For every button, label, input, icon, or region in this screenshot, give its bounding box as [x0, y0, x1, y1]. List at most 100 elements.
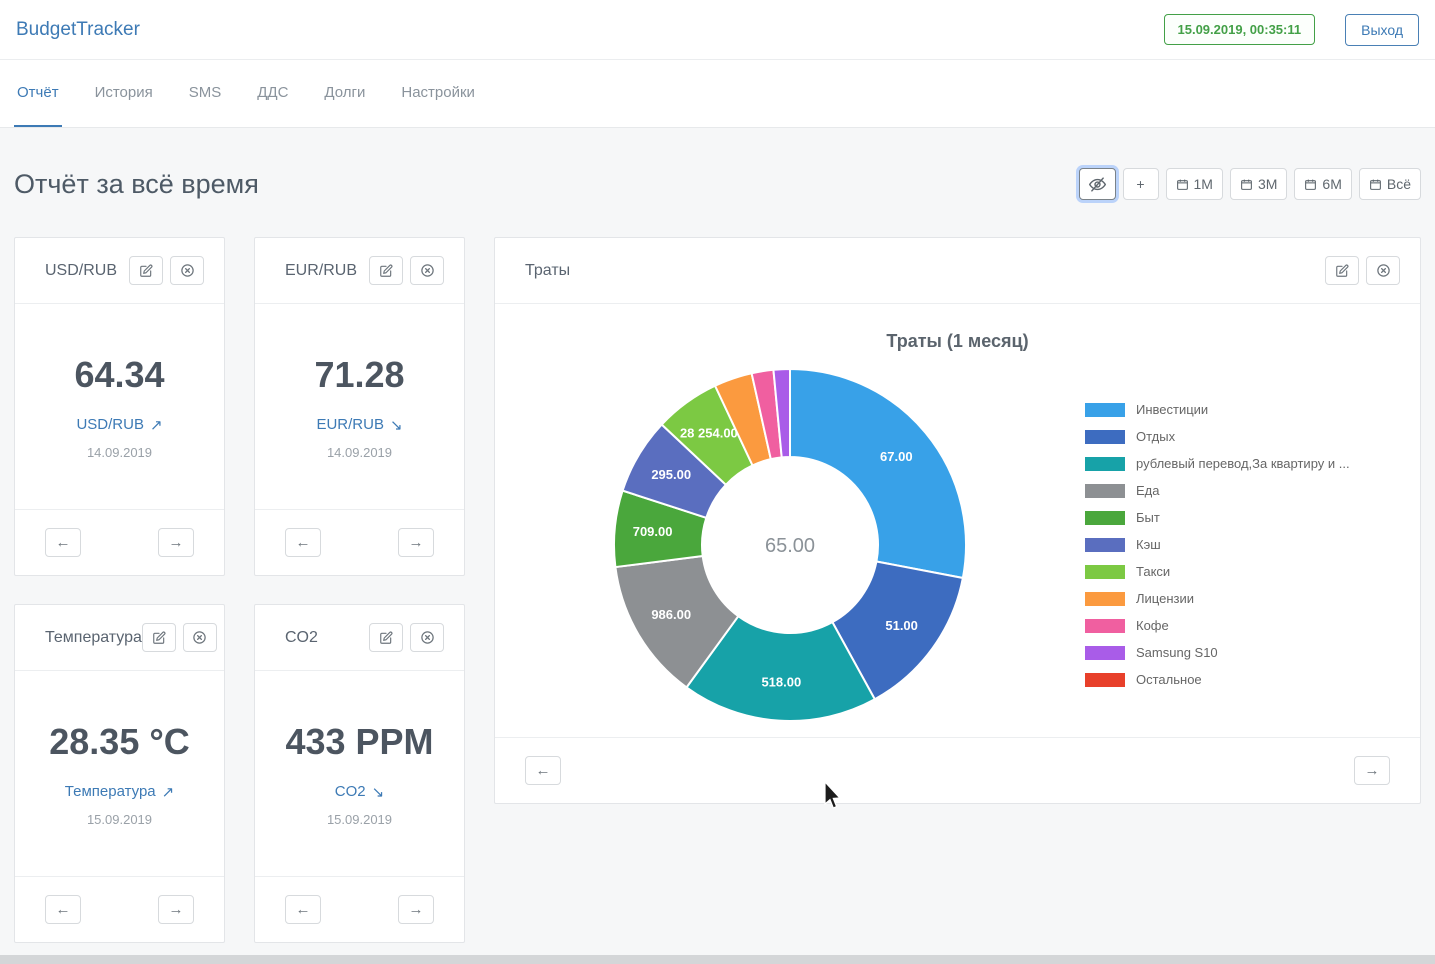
page-title: Отчёт за всё время	[14, 168, 259, 199]
remove-widget-button[interactable]	[1366, 256, 1400, 285]
widget-label: Температура ↗	[64, 783, 175, 801]
range-all-button[interactable]: Всё	[1358, 168, 1421, 200]
widget-footer: ← →	[255, 876, 464, 942]
logout-button[interactable]: Выход	[1345, 13, 1419, 46]
widget-title: EUR/RUB	[285, 261, 358, 279]
legend-item[interactable]: рублевый перевод,За квартиру и ...	[1085, 456, 1390, 471]
trend-up-icon: ↗	[161, 783, 175, 801]
widget-footer: ← →	[15, 876, 224, 942]
trend-down-icon: ↘	[371, 783, 385, 801]
widget-next-button[interactable]: →	[398, 528, 434, 557]
legend-label: Остальное	[1136, 672, 1202, 687]
page-head: Отчёт за всё время +	[14, 168, 1421, 200]
range-label: 1M	[1193, 176, 1213, 192]
widget-prev-button[interactable]: ←	[45, 528, 81, 557]
legend-label: Кэш	[1136, 537, 1161, 552]
widget-prev-button[interactable]: ←	[285, 895, 321, 924]
legend-label: Лицензии	[1136, 591, 1194, 606]
legend-label: Кофе	[1136, 618, 1169, 633]
widget-label: EUR/RUB ↘	[316, 416, 403, 434]
remove-widget-button[interactable]	[410, 256, 444, 285]
legend-item[interactable]: Samsung S10	[1085, 645, 1390, 660]
eye-off-icon	[1088, 176, 1106, 193]
tab-debts[interactable]: Долги	[324, 84, 366, 101]
tab-sms[interactable]: SMS	[188, 84, 222, 101]
tab-dds[interactable]: ДДС	[257, 84, 289, 101]
slice-value-label: 518.00	[761, 674, 801, 689]
close-circle-icon	[180, 264, 194, 277]
close-circle-icon	[1376, 264, 1390, 277]
remove-widget-button[interactable]	[182, 623, 217, 652]
slice-value-label: 51.00	[885, 618, 918, 633]
legend-item[interactable]: Остальное	[1085, 672, 1390, 687]
slice-value-label: 28 254.00	[680, 425, 738, 440]
small-widgets: USD/RUB	[14, 237, 465, 943]
legend-item[interactable]: Инвестиции	[1085, 402, 1390, 417]
add-widget-button[interactable]: +	[1122, 168, 1159, 200]
widget-card-temperature: Температура	[14, 604, 225, 943]
widget-footer: ← →	[255, 509, 464, 575]
legend-label: рублевый перевод,За квартиру и ...	[1136, 456, 1350, 471]
donut-slice-9	[772, 367, 791, 458]
widget-next-button[interactable]: →	[158, 528, 194, 557]
legend-item[interactable]: Отдых	[1085, 429, 1390, 444]
trend-down-icon: ↘	[389, 416, 403, 434]
expenses-card: Траты Траты (1 меся	[494, 237, 1421, 804]
legend-item[interactable]: Быт	[1085, 510, 1390, 525]
edit-widget-button[interactable]	[141, 623, 176, 652]
edit-widget-button[interactable]	[1325, 256, 1359, 285]
widget-header: CO2	[255, 605, 464, 671]
remove-widget-button[interactable]	[410, 623, 444, 652]
legend-label: Быт	[1136, 510, 1160, 525]
close-circle-icon	[420, 631, 434, 644]
tab-settings[interactable]: Настройки	[401, 84, 475, 101]
widget-prev-button[interactable]: ←	[285, 528, 321, 557]
close-circle-icon	[420, 264, 434, 277]
expenses-prev-button[interactable]: ←	[525, 756, 561, 785]
widget-date: 15.09.2019	[326, 811, 393, 827]
legend-swatch	[1085, 456, 1125, 471]
donut-slice-1	[831, 559, 965, 701]
calendar-icon	[1176, 178, 1189, 191]
range-1m-button[interactable]: 1M	[1165, 168, 1223, 200]
edit-icon	[380, 264, 393, 277]
widget-title: USD/RUB	[45, 261, 118, 279]
widget-prev-button[interactable]: ←	[45, 895, 81, 924]
edit-icon	[140, 264, 153, 277]
donut-center-label: 65.00	[765, 535, 815, 557]
slice-value-label: 67.00	[880, 449, 913, 464]
widget-header: Температура	[15, 605, 224, 671]
edit-widget-button[interactable]	[369, 623, 403, 652]
close-circle-icon	[193, 631, 207, 644]
widget-next-button[interactable]: →	[398, 895, 434, 924]
range-3m-button[interactable]: 3M	[1229, 168, 1288, 200]
hide-widgets-button[interactable]	[1078, 168, 1116, 200]
widget-value: 28.35 °C	[49, 720, 190, 762]
legend-item[interactable]: Такси	[1085, 564, 1390, 579]
donut-chart: 67.00 51.00 518.00 986.00 709.00 295.00 28 254…	[495, 352, 1085, 737]
datetime-badge: 15.09.2019, 00:35:11	[1163, 14, 1316, 45]
tab-history[interactable]: История	[94, 84, 153, 101]
widget-next-button[interactable]: →	[158, 895, 194, 924]
legend-item[interactable]: Кэш	[1085, 537, 1390, 552]
tab-report[interactable]: Отчёт	[14, 60, 62, 127]
calendar-icon	[1369, 178, 1382, 191]
widget-title: Температура	[45, 628, 142, 646]
legend-label: Еда	[1136, 483, 1160, 498]
edit-widget-button[interactable]	[369, 256, 403, 285]
legend-item[interactable]: Лицензии	[1085, 591, 1390, 606]
widget-card-eur-rub: EUR/RUB	[254, 237, 465, 576]
expenses-footer: ← →	[495, 737, 1420, 803]
legend-swatch	[1085, 402, 1125, 417]
legend-item[interactable]: Кофе	[1085, 618, 1390, 633]
widget-label: CO2 ↘	[334, 783, 385, 801]
legend-item[interactable]: Еда	[1085, 483, 1390, 498]
range-label: 3M	[1257, 176, 1278, 192]
legend-swatch	[1085, 645, 1125, 660]
remove-widget-button[interactable]	[170, 256, 204, 285]
expenses-next-button[interactable]: →	[1354, 756, 1390, 785]
edit-widget-button[interactable]	[129, 256, 163, 285]
app-logo[interactable]: BudgetTracker	[16, 18, 140, 40]
range-6m-button[interactable]: 6M	[1294, 168, 1352, 200]
widget-date: 14.09.2019	[86, 444, 153, 460]
